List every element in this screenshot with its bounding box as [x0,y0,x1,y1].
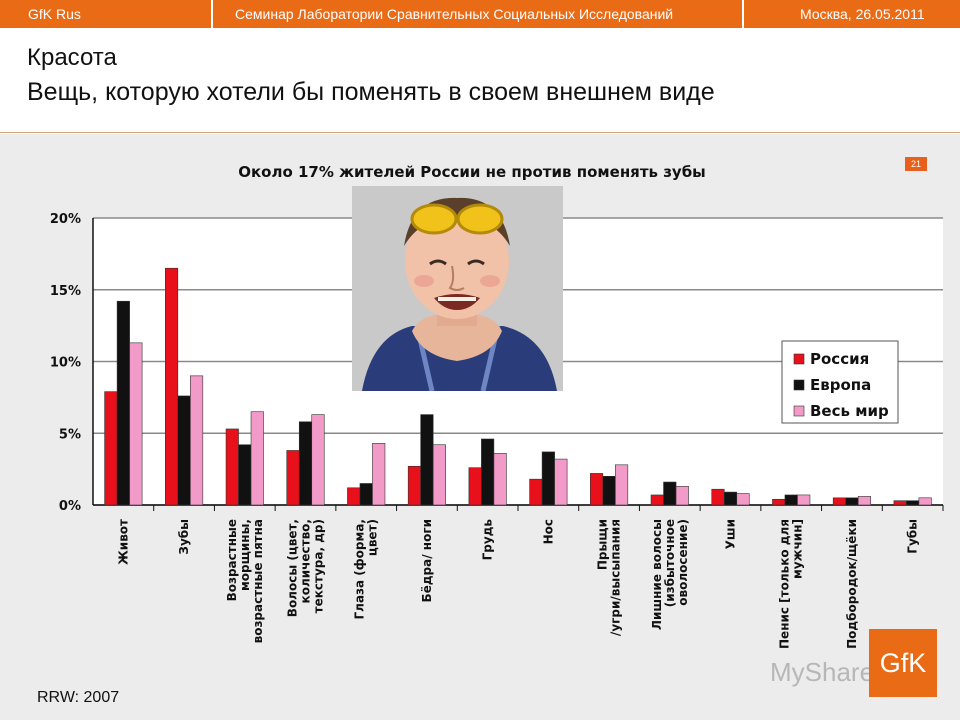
bar-russia [347,487,361,506]
x-category-label: Грудь [481,519,495,561]
bar-world [554,458,568,506]
x-category-label: Пенис [только длямужчин] [778,519,805,649]
bar-europe [238,444,252,506]
bar-russia [772,498,786,506]
y-tick-label: 10% [50,356,81,371]
bar-world [311,414,325,506]
legend-label: Весь мир [810,402,889,420]
slide-header: Красота Вещь, которую хотели бы поменять… [0,28,960,133]
bar-russia [165,267,179,506]
top-bar: GfK Rus Семинар Лаборатории Сравнительны… [0,0,960,28]
bar-world [675,486,689,506]
x-category-label: Прыщи/угри/высыпания [596,519,623,636]
watermark: MyShared [770,657,889,687]
bar-europe [723,491,738,506]
bar-russia [832,497,846,506]
bar-europe [481,438,495,506]
bar-world [372,442,386,506]
bar-russia [650,494,664,506]
legend-label: Европа [810,376,871,394]
x-category-label: Уши [724,519,738,549]
bar-world [493,453,507,506]
bar-world [250,411,264,506]
source-note: RRW: 2007 [37,689,120,706]
bar-world [129,342,143,506]
bar-europe [116,300,130,506]
bar-russia [225,428,239,506]
legend-swatch [793,379,805,391]
gfk-logo: GfK [869,629,937,697]
bar-world [918,497,932,506]
bar-europe [298,421,313,506]
bar-world [615,464,629,506]
x-category-label: Возрастныеморщины,возрастные пятна [225,519,265,643]
bar-russia [529,478,543,506]
bar-europe [541,451,555,506]
bar-russia [711,488,725,506]
slide-subheading: Вещь, которую хотели бы поменять в своем… [27,78,715,106]
bar-russia [893,500,907,506]
x-category-label: Живот [116,519,130,565]
x-category-label: Волосы (цвет,количество,текстура, др) [286,519,326,617]
photo-boy-goggles [352,186,563,391]
slide-title: Красота [27,44,117,71]
x-category-label: Глаза (форма,цвет) [353,519,380,619]
x-category-label: Подбородок/щёки [845,519,859,649]
page-number: 21 [905,157,927,171]
y-tick-label: 0% [59,499,81,514]
bar-world [190,375,204,506]
x-category-label: Бёдра/ ноги [420,519,434,602]
y-tick-label: 5% [59,427,81,442]
legend-label: Россия [810,350,869,368]
bar-russia [590,473,604,506]
bar-world [797,494,811,506]
bar-europe [663,481,677,506]
bar-europe [906,500,920,506]
bar-world [432,444,446,506]
seminar-label: Семинар Лаборатории Сравнительных Социал… [213,0,744,28]
brand-label: GfK Rus [0,0,213,28]
x-category-label: Губы [906,519,920,554]
bar-world [736,493,750,506]
y-tick-label: 15% [50,284,81,299]
legend-swatch [793,353,805,365]
chart-subtitle: Около 17% жителей России не против помен… [238,163,706,181]
place-date-label: Москва, 26.05.2011 [744,0,960,28]
bar-europe [602,475,616,506]
legend-swatch [793,405,805,417]
y-tick-label: 20% [50,212,81,227]
x-category-label: Нос [541,519,555,544]
bar-russia [468,467,482,506]
bar-europe [359,483,373,506]
bar-europe [784,494,798,506]
bar-europe [845,497,859,506]
bar-europe [420,414,434,506]
bar-russia [286,450,300,506]
bar-europe [177,395,191,506]
x-category-label: Зубы [177,519,191,555]
bar-world [857,496,871,506]
bar-russia [104,391,118,506]
bar-russia [407,465,421,506]
x-category-label: Лишние волосы(избыточноеоволосение) [650,519,690,630]
